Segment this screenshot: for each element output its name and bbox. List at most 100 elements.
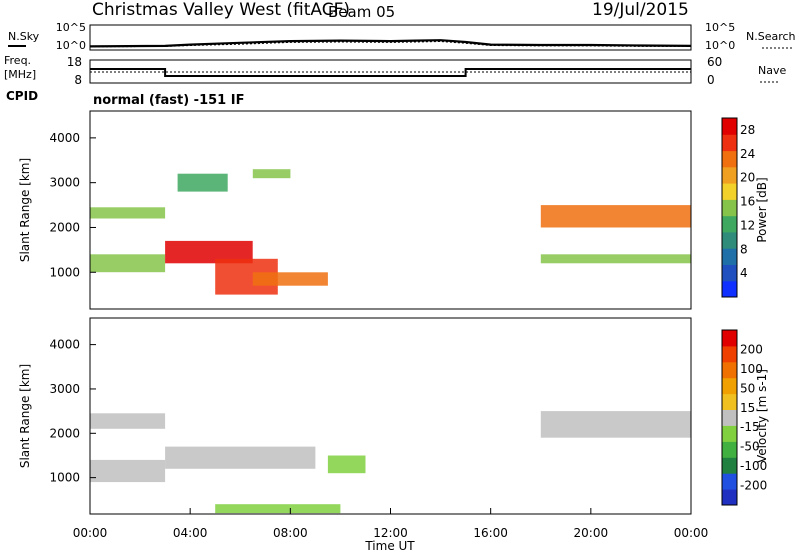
y-tick-label: 1000 <box>49 265 80 279</box>
freq-left-tick-top: 18 <box>67 55 82 69</box>
power-colorbar: 28 24 20 16 12 8 4 <box>721 117 755 298</box>
nsky-line <box>89 39 692 48</box>
noise-right-tick-bottom: 10^0 <box>705 39 735 52</box>
colorbar-swatch <box>722 280 737 298</box>
y-tick-label: 1000 <box>49 471 80 485</box>
colorbar-swatch <box>722 231 737 249</box>
colorbar-tick-label: -200 <box>740 479 767 493</box>
colorbar-frame <box>721 117 738 298</box>
x-tick-label: 04:00 <box>173 526 208 540</box>
colorbar-tick-label: -50 <box>740 440 760 454</box>
echo-region <box>90 413 166 429</box>
freq-left-tick-bottom: 8 <box>74 73 82 87</box>
colorbar-tick-label: 28 <box>740 123 755 137</box>
colorbar-swatch <box>722 183 737 200</box>
nave-label: Nave <box>758 64 786 77</box>
echo-region <box>165 240 253 264</box>
colorbar-tick-label: 8 <box>740 242 748 256</box>
colorbar-tick-label: 20 <box>740 171 755 185</box>
colorbar-swatch <box>722 425 737 442</box>
colorbar-swatch <box>722 215 737 233</box>
power-echoes <box>90 169 692 295</box>
colorbar-swatch <box>722 361 737 379</box>
echo-region <box>90 207 166 219</box>
nsearch-line <box>89 40 691 48</box>
colorbar-swatch <box>722 330 737 347</box>
colorbar-tick-label: -15 <box>740 420 760 434</box>
colorbar-swatch <box>722 199 737 217</box>
colorbar-swatch <box>722 473 737 490</box>
echo-region <box>165 446 316 469</box>
velocity-colorbar-label: Velocity [m s-1] <box>755 369 769 463</box>
y-tick-label: 4000 <box>49 338 80 352</box>
date-label: 19/Jul/2015 <box>592 0 689 20</box>
velocity-echoes <box>90 411 692 514</box>
x-tick-label: 08:00 <box>273 526 308 540</box>
y-tick-label: 4000 <box>49 131 80 145</box>
colorbar-tick-label: 4 <box>740 266 748 280</box>
colorbar-swatch <box>722 264 737 282</box>
colorbar-tick-label: 15 <box>740 401 755 415</box>
echo-region <box>540 411 692 438</box>
noise-panel: 10^5 10^0 10^5 10^0 N.Sky N.Search <box>8 21 796 52</box>
power-yticks: 4000 3000 2000 1000 <box>49 131 96 279</box>
echo-region <box>215 504 341 514</box>
freq-line <box>90 68 691 77</box>
freq-right-tick-top: 60 <box>707 55 722 69</box>
colorbar-tick-label: 24 <box>740 147 755 161</box>
freq-panel: 18 8 60 0 Freq. [MHz] Nave <box>4 54 786 87</box>
colorbar-swatch <box>722 248 737 265</box>
echo-region <box>540 254 692 264</box>
echo-region <box>177 173 228 192</box>
beam-label: Beam 05 <box>328 3 395 21</box>
x-tick-label: 00:00 <box>674 526 709 540</box>
colorbar-tick-label: 16 <box>740 195 755 209</box>
colorbar-swatch <box>722 166 737 184</box>
noise-left-tick-top: 10^5 <box>56 21 86 34</box>
echo-region <box>90 254 166 273</box>
echo-region <box>540 205 692 228</box>
cpid-text: normal (fast) -151 IF <box>93 93 244 108</box>
velocity-yticks: 4000 3000 2000 1000 <box>49 338 96 485</box>
power-panel: 4000 3000 2000 1000 Slant Range [km] 28 24 20… <box>18 110 769 310</box>
nsky-label: N.Sky <box>8 30 40 43</box>
velocity-colorbar: 200 100 50 15 -15 -50 -100 -200 <box>721 329 767 506</box>
colorbar-swatch <box>722 409 737 426</box>
site-title: Christmas Valley West (fitACF) <box>92 0 350 20</box>
colorbar-swatch <box>722 441 737 458</box>
y-tick-label: 2000 <box>49 220 80 234</box>
colorbar-frame <box>721 329 738 506</box>
colorbar-swatch <box>722 489 737 506</box>
colorbar-swatch <box>722 118 737 135</box>
freq-unit-label: [MHz] <box>4 68 36 81</box>
colorbar-swatch <box>722 345 737 363</box>
x-tick-label: 00:00 <box>73 526 108 540</box>
power-panel-frame <box>89 110 692 310</box>
colorbar-swatch <box>722 377 737 395</box>
echo-region <box>327 455 366 474</box>
velocity-ylabel: Slant Range [km] <box>18 364 32 468</box>
y-tick-label: 3000 <box>49 382 80 396</box>
noise-panel-frame <box>89 24 692 51</box>
colorbar-swatch <box>722 150 737 168</box>
power-ylabel: Slant Range [km] <box>18 158 32 262</box>
noise-left-tick-bottom: 10^0 <box>56 39 86 52</box>
power-colorbar-label: Power [dB] <box>755 177 769 242</box>
colorbar-tick-label: 12 <box>740 218 755 232</box>
colorbar-swatch <box>722 457 737 474</box>
x-tick-label: 20:00 <box>574 526 609 540</box>
colorbar-swatch <box>722 393 737 410</box>
echo-region <box>90 459 166 483</box>
nsearch-label: N.Search <box>746 30 796 43</box>
x-tick-label: 12:00 <box>373 526 408 540</box>
cpid-label: CPID <box>6 89 38 103</box>
velocity-panel: 4000 3000 2000 1000 Slant Range [km] 200 100… <box>18 317 769 515</box>
colorbar-tick-label: 100 <box>740 362 763 376</box>
freq-label: Freq. <box>4 54 31 67</box>
echo-region <box>252 272 328 286</box>
colorbar-tick-label: 50 <box>740 381 755 395</box>
colorbar-tick-label: 200 <box>740 342 763 356</box>
noise-right-tick-top: 10^5 <box>705 21 735 34</box>
y-tick-label: 2000 <box>49 426 80 440</box>
